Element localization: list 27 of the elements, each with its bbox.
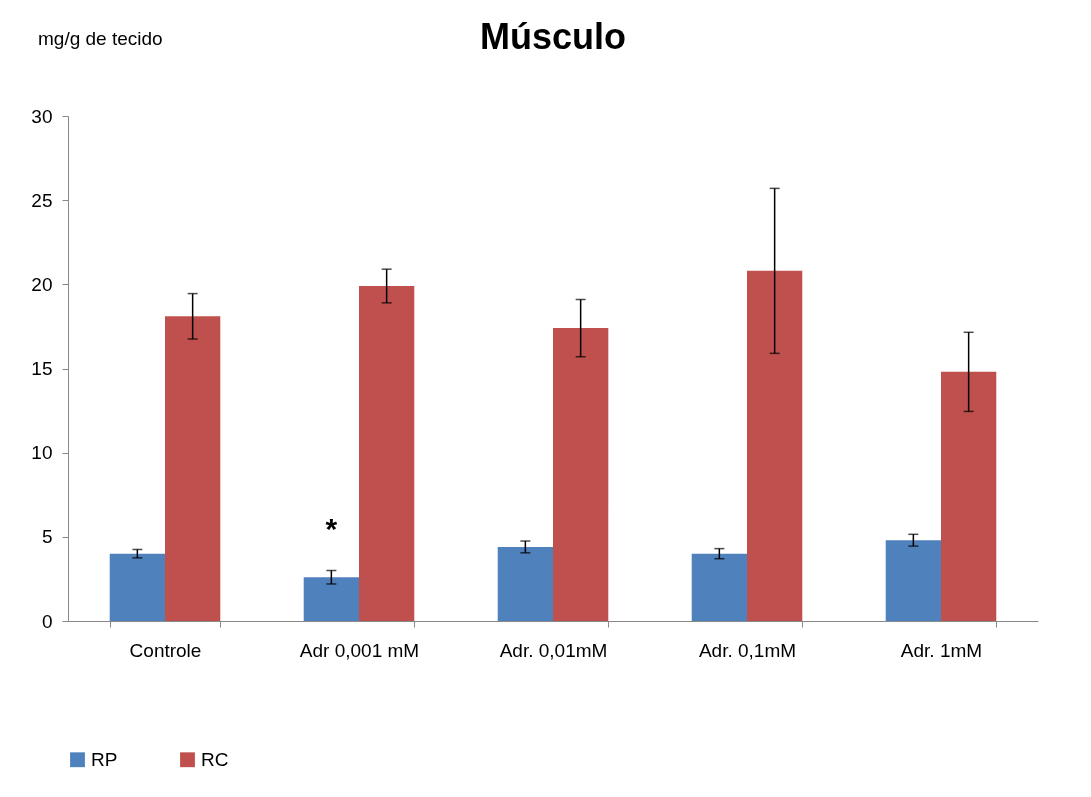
bar xyxy=(109,553,165,621)
y-tick-label: 0 xyxy=(41,610,53,632)
bar xyxy=(747,270,803,621)
bar xyxy=(885,540,941,621)
bar xyxy=(497,546,553,621)
y-tick-label: 20 xyxy=(31,273,53,295)
y-tick-label: 30 xyxy=(31,105,53,127)
x-tick-label: Adr. 0,1mM xyxy=(698,639,797,661)
y-tick-label: 10 xyxy=(31,442,53,464)
legend-label: RC xyxy=(201,748,229,770)
bar xyxy=(359,286,415,621)
legend-label: RP xyxy=(91,748,118,770)
bar xyxy=(553,328,609,621)
bar xyxy=(303,577,359,621)
chart-title: Músculo xyxy=(479,16,627,57)
x-tick-label: Adr. 0,01mM xyxy=(499,639,608,661)
y-tick-label: 5 xyxy=(41,526,53,548)
y-tick-label: 25 xyxy=(31,189,53,211)
y-axis-title: mg/g de tecido xyxy=(38,28,163,49)
x-tick-label: Controle xyxy=(129,639,202,661)
annotation: * xyxy=(325,511,338,545)
y-tick-label: 15 xyxy=(31,358,53,379)
x-tick-label: Adr. 1mM xyxy=(900,639,983,661)
bar xyxy=(691,553,747,621)
x-tick-label: Adr 0,001 mM xyxy=(299,639,420,661)
bar xyxy=(941,371,997,621)
bar xyxy=(165,316,221,621)
